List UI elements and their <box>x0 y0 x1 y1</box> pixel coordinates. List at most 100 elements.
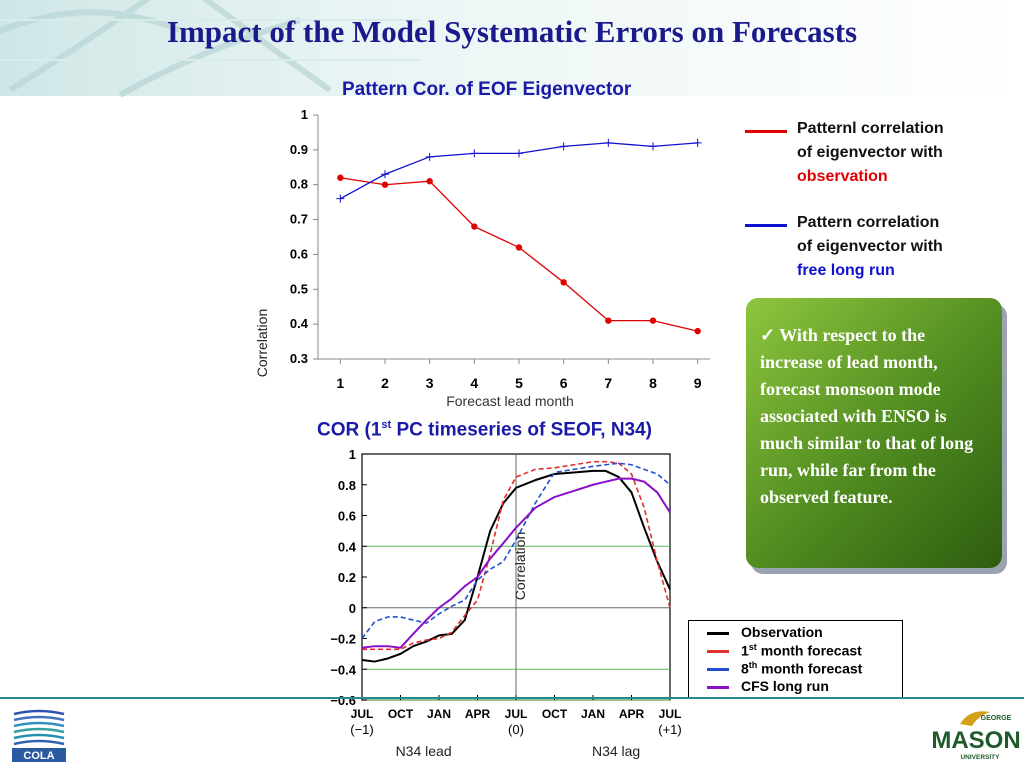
legend-free-run: Pattern correlation of eigenvector with … <box>745 211 1005 283</box>
chart2-y-tick-label: 0 <box>349 601 356 616</box>
chart1-x-tick-label: 8 <box>649 375 657 391</box>
chart2-x-sublabel: (0) <box>508 722 524 737</box>
legend-label-1st: 1st month forecast <box>741 642 862 659</box>
chart2-y-tick-label: −0.2 <box>330 632 356 647</box>
chart2-title: COR (1st PC timeseries of SEOF, N34) <box>317 419 652 441</box>
chart2-y-tick-label: −0.6 <box>330 693 356 708</box>
chart2-x-tick-label: JAN <box>581 707 605 721</box>
legend-label-cfs: CFS long run <box>741 678 829 694</box>
chart2-x-tick-label: JAN <box>427 707 451 721</box>
chart2-legend: Observation 1st month forecast 8th month… <box>688 620 903 699</box>
chart2-y-tick-label: 0.2 <box>338 570 356 585</box>
chart1-series-observation <box>340 177 698 332</box>
chart2-x-tick-label: JUL <box>659 707 682 721</box>
note-box: ✓ With respect to the increase of lead m… <box>746 298 1002 568</box>
legend-observation-line1: Patternl correlation <box>797 120 944 137</box>
chart1-point-observation <box>694 327 701 335</box>
chart1-x-tick-label: 9 <box>694 375 702 391</box>
chart2-x-tick-label: APR <box>619 707 645 721</box>
gmu-logo: GEORGE MASON UNIVERSITY <box>931 711 1021 761</box>
gmu-logo-top: GEORGE <box>981 715 1012 722</box>
chart1-point-free-long-run <box>470 149 479 158</box>
chart2-ylabel: Correlation <box>512 532 528 600</box>
chart1-point-observation <box>381 181 389 188</box>
chart1-x-tick-label: 5 <box>515 375 523 391</box>
chart1-x-tick-label: 4 <box>470 375 478 391</box>
chart2-y-tick-label: −0.4 <box>330 662 356 677</box>
legend-label-observation: Observation <box>741 624 823 640</box>
chart1-point-observation <box>515 244 523 251</box>
chart1-x-tick-label: 3 <box>426 375 434 391</box>
legend-swatch-8th <box>707 668 729 671</box>
chart1-plot: 0.3 0.4 0.5 0.6 0.7 0.8 0.9 1 1 2 3 4 5 6 7 8 9 Forecast… <box>254 107 710 409</box>
chart1-x-tick-label: 2 <box>381 375 389 391</box>
gmu-logo-main: MASON <box>931 727 1020 754</box>
chart1-y-tick-label: 0.3 <box>290 351 308 366</box>
chart2-x-tick-label: JUL <box>505 707 528 721</box>
legend-free-run-line1: Pattern correlation <box>797 214 940 231</box>
chart1-x-tick-label: 1 <box>336 375 344 391</box>
slide-title: Impact of the Model Systematic Errors on… <box>166 14 858 49</box>
chart1-y-tick-label: 1 <box>301 107 308 122</box>
chart1-point-free-long-run <box>693 138 702 147</box>
chart1-point-free-long-run <box>336 194 345 203</box>
chart2-x-tick-label: OCT <box>388 707 414 721</box>
chart1-point-observation <box>426 178 433 185</box>
note-text: ✓ With respect to the increase of lead m… <box>760 325 974 507</box>
chart1-point-free-long-run <box>604 138 613 147</box>
chart2-x-sublabel: (−1) <box>350 722 373 737</box>
legend-swatch-observation <box>707 632 729 635</box>
legend-observation-line3: observation <box>797 168 888 185</box>
legend-free-run-line2: of eigenvector with <box>797 238 943 255</box>
chart2-x-tick-label: OCT <box>542 707 568 721</box>
legend-observation: Patternl correlation of eigenvector with… <box>745 117 1005 189</box>
chart2-y-tick-label: 0.4 <box>338 539 357 554</box>
chart1-y-tick-label: 0.6 <box>290 246 308 261</box>
chart1-point-observation <box>605 317 612 324</box>
legend-label-8th: 8th month forecast <box>741 660 863 677</box>
chart1-xlabel: Forecast lead month <box>446 393 574 409</box>
chart1-point-free-long-run <box>425 152 434 161</box>
chart1-y-tick-label: 0.4 <box>290 316 309 331</box>
chart2-y-tick-label: 0.8 <box>338 478 356 493</box>
chart1-point-free-long-run <box>559 142 568 151</box>
chart2-title-sup: st <box>381 419 392 431</box>
chart2-title-main: COR (1 <box>317 419 382 441</box>
legend-observation-swatch <box>745 130 787 133</box>
cola-logo: COLA <box>12 709 66 762</box>
chart1-y-tick-label: 0.5 <box>290 281 308 296</box>
chart1-x-tick-label: 7 <box>604 375 612 391</box>
gmu-logo-sub: UNIVERSITY <box>960 754 1000 761</box>
chart1-point-observation <box>471 223 478 230</box>
chart2-x-tick-label: APR <box>465 707 491 721</box>
chart2-x-tick-label: JUL <box>351 707 374 721</box>
chart1-y-tick-label: 0.8 <box>290 177 308 192</box>
footer-rule <box>0 697 1024 699</box>
legend-swatch-cfs <box>707 686 729 689</box>
chart2-series-cfs-long-run <box>361 477 671 649</box>
chart1-point-observation <box>560 279 567 286</box>
chart1-y-tick-label: 0.9 <box>290 142 308 157</box>
legend-swatch-1st <box>707 650 729 653</box>
chart1-point-free-long-run <box>515 149 523 158</box>
chart1-point-observation <box>649 317 657 324</box>
chart2-title-rest: PC timeseries of SEOF, N34) <box>391 419 653 441</box>
chart1-ylabel: Correlation <box>254 309 270 377</box>
legend-free-run-line3: free long run <box>797 262 895 279</box>
chart2-group-label-lag: N34 lag <box>592 743 640 759</box>
chart1-point-observation <box>337 174 344 181</box>
legend-free-run-swatch <box>745 224 787 227</box>
legend-observation-line2: of eigenvector with <box>797 144 943 161</box>
chart1-point-free-long-run <box>649 142 657 151</box>
chart2-series-8th-month-forecast <box>361 462 671 639</box>
chart1-title: Pattern Cor. of EOF Eigenvector <box>342 79 632 100</box>
chart1-x-tick-label: 6 <box>560 375 568 391</box>
chart2-plot: −0.6 −0.4 −0.2 0 0.2 0.4 0.6 0.8 1 JUL OCT JAN APR JU… <box>330 447 682 759</box>
chart1-point-free-long-run <box>381 170 389 179</box>
cola-logo-text: COLA <box>23 750 54 762</box>
chart2-y-tick-label: 1 <box>349 447 356 462</box>
chart1-y-tick-label: 0.7 <box>290 212 308 227</box>
chart2-group-label-lead: N34 lead <box>396 743 452 759</box>
chart2-x-sublabel: (+1) <box>658 722 681 737</box>
chart2-y-tick-label: 0.6 <box>338 509 356 524</box>
